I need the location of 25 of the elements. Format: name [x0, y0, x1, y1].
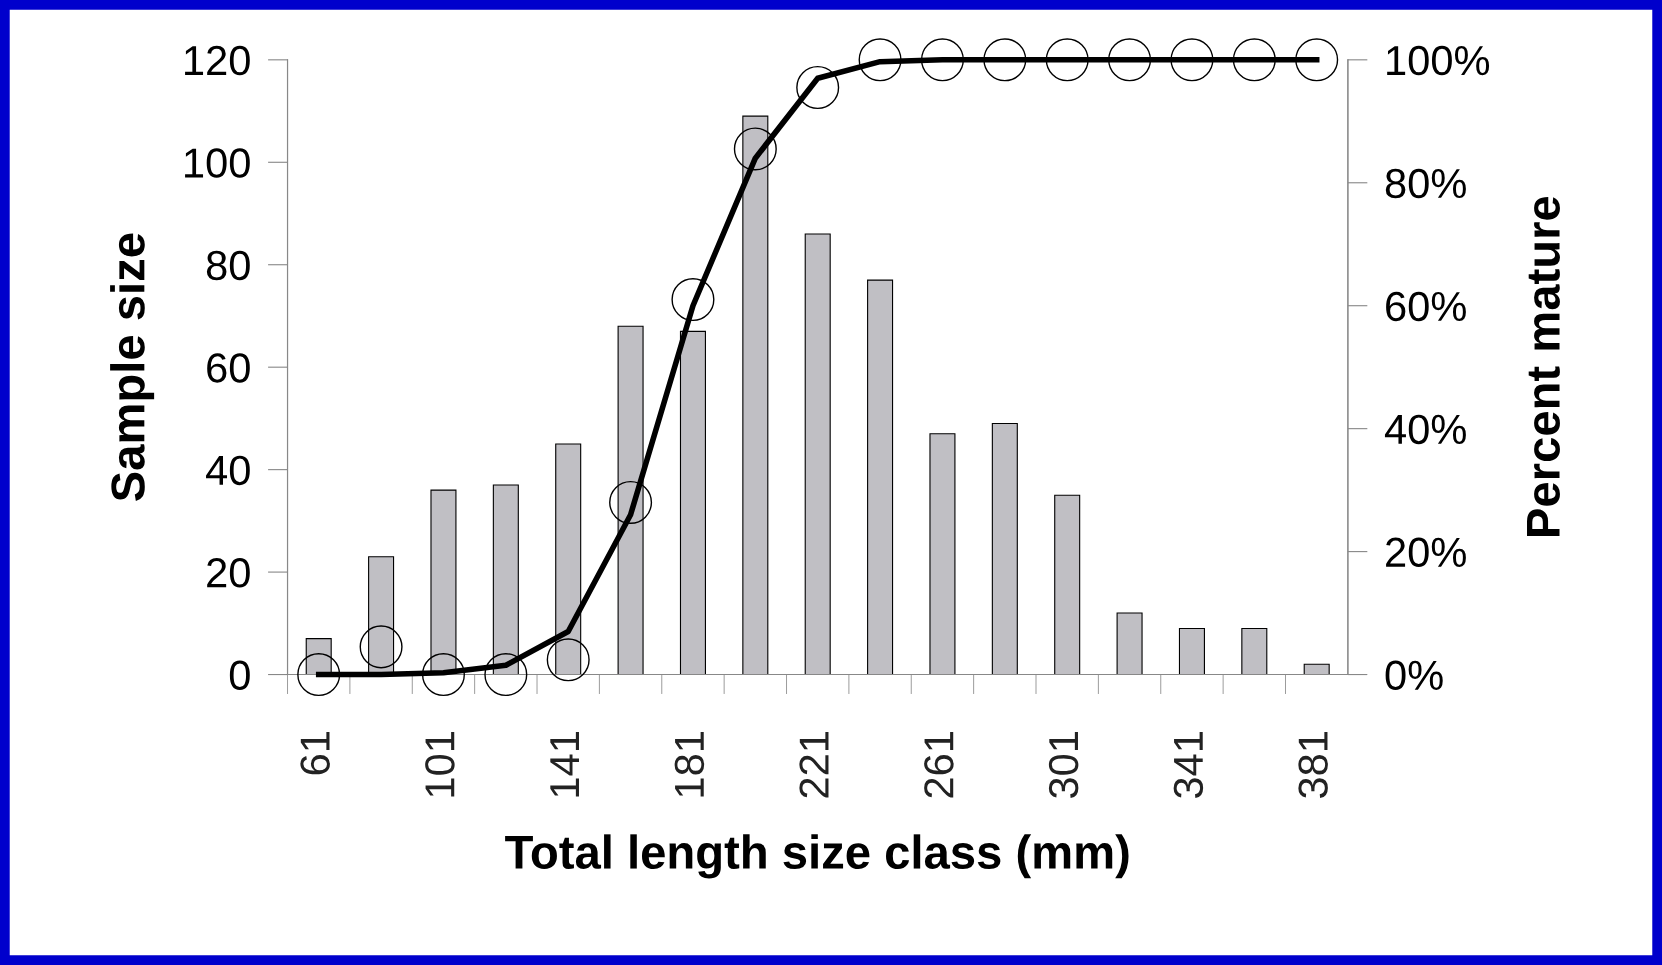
y2-tick-label: 0% [1385, 660, 1443, 691]
y2-tick-label: 80% [1385, 168, 1466, 199]
y2-tick-label: 100% [1387, 45, 1490, 76]
x-axis-title: Total length size class (mm) [505, 834, 1129, 879]
y-tick-label: 40 [206, 455, 250, 486]
y-tick-label: 100 [185, 148, 250, 178]
x-tick-label: 381 [1298, 732, 1328, 799]
y2-tick-label: 40% [1384, 414, 1466, 445]
y2-axis-title: Percent mature [1527, 196, 1560, 536]
y-tick-label: 60 [207, 353, 250, 383]
x-tick-label: 101 [425, 732, 455, 797]
y-tick-label: 20 [207, 558, 250, 588]
y-tick-label: 0 [229, 660, 250, 691]
y2-tick-label: 20% [1386, 537, 1466, 568]
x-tick-label: 261 [924, 732, 954, 798]
x-tick-label: 221 [799, 732, 829, 798]
x-tick-label: 181 [674, 732, 705, 797]
y-tick-label: 120 [185, 45, 250, 76]
y-tick-label: 80 [206, 250, 250, 281]
y2-tick-label: 60% [1386, 291, 1466, 322]
x-tick-label: 141 [550, 732, 579, 797]
y-axis-title: Sample size [110, 233, 155, 501]
x-tick-label: 301 [1048, 732, 1079, 799]
x-tick-label: 341 [1173, 732, 1204, 799]
x-tick-label: 61 [300, 732, 330, 775]
